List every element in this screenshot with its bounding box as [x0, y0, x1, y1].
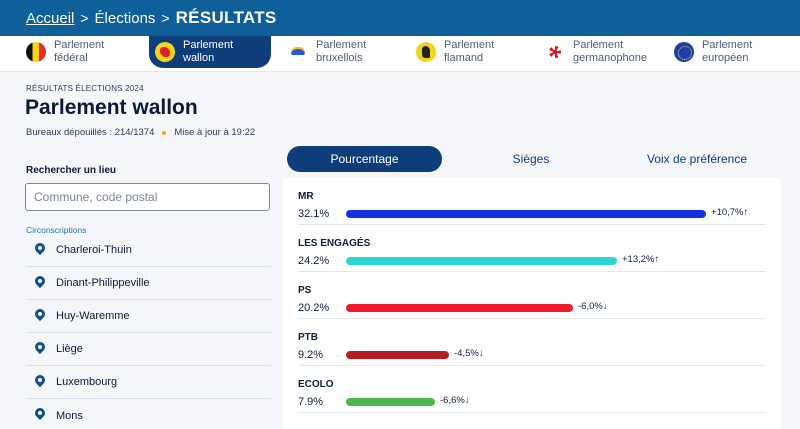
tab-label: Parlement européen — [702, 39, 753, 64]
party-row-les-engages[interactable]: LES ENGAGÉS 24.2% +13,2%↑ — [298, 225, 766, 272]
parliament-tabs: Parlement fédéral Parlement wallon Parle… — [0, 36, 800, 72]
breadcrumb: Accueil > Élections > RÉSULTATS — [26, 8, 277, 28]
party-percentage: 9.2% — [298, 349, 324, 361]
status-line: Bureaux dépouillés : 214/1374 Mise à jou… — [26, 127, 255, 138]
results-kicker: RÉSULTATS ÉLECTIONS 2024 — [26, 84, 144, 93]
breadcrumb-home-link[interactable]: Accueil — [26, 9, 75, 27]
party-percentage: 20.2% — [298, 302, 330, 314]
list-item[interactable]: Huy-Waremme — [26, 300, 271, 333]
breadcrumb-current: RÉSULTATS — [175, 8, 277, 27]
circonscriptions-list: Charleroi-Thuin Dinant-Philippeville Huy… — [26, 234, 271, 429]
party-bar — [346, 351, 449, 359]
tab-label: Parlement flamand — [444, 39, 495, 64]
tab-parlement-federal[interactable]: Parlement fédéral — [20, 36, 104, 68]
list-item[interactable]: Mons — [26, 399, 271, 429]
map-pin-icon — [34, 243, 46, 258]
list-item-label: Dinant-Philippeville — [56, 277, 150, 289]
list-item[interactable]: Liège — [26, 333, 271, 366]
tab-parlement-europeen[interactable]: Parlement européen — [668, 36, 752, 68]
tab-pourcentage[interactable]: Pourcentage — [287, 146, 442, 172]
map-pin-icon — [34, 375, 46, 390]
tab-parlement-bruxellois[interactable]: Parlement bruxellois — [282, 36, 366, 68]
german-community-icon — [545, 42, 565, 62]
tab-label: Parlement fédéral — [54, 39, 105, 64]
map-pin-icon — [34, 276, 46, 291]
arrow-up-icon: ↑ — [743, 207, 749, 218]
view-tabs: Pourcentage Sièges Voix de préférence — [287, 146, 780, 172]
belgium-flag-icon — [26, 42, 46, 62]
party-name: LES ENGAGÉS — [298, 238, 371, 249]
search-label: Rechercher un lieu — [26, 165, 117, 176]
party-bar — [346, 304, 573, 312]
update-time: Mise à jour à 19:22 — [174, 127, 256, 138]
party-delta: +10,7%↑ — [711, 207, 749, 218]
tab-label: Parlement germanophone — [573, 39, 648, 64]
party-percentage: 32.1% — [298, 208, 330, 220]
map-pin-icon — [34, 408, 46, 423]
party-percentage: 24.2% — [298, 255, 330, 267]
list-item[interactable]: Charleroi-Thuin — [26, 234, 271, 267]
chevron-right-icon: > — [161, 10, 170, 26]
party-name: PTB — [298, 332, 318, 343]
list-item-label: Luxembourg — [56, 376, 118, 388]
brussels-iris-icon — [288, 42, 308, 62]
circonscriptions-title: Circonscriptions — [26, 225, 87, 235]
map-pin-icon — [34, 309, 46, 324]
eu-stars-icon — [674, 42, 694, 62]
list-item-label: Charleroi-Thuin — [56, 244, 132, 256]
map-pin-icon — [34, 342, 46, 357]
party-name: PS — [298, 285, 312, 296]
tab-voix-de-preference[interactable]: Voix de préférence — [646, 152, 748, 166]
tab-parlement-wallon[interactable]: Parlement wallon — [149, 36, 271, 68]
list-item-label: Mons — [56, 409, 83, 422]
tab-parlement-germanophone[interactable]: Parlement germanophone — [539, 36, 647, 68]
party-bar — [346, 210, 706, 218]
party-bar — [346, 398, 435, 406]
arrow-up-icon: ↑ — [654, 254, 660, 265]
party-delta: +13,2%↑ — [622, 254, 660, 265]
dot-separator-icon — [162, 130, 167, 135]
flanders-lion-icon — [416, 42, 436, 62]
party-row-mr[interactable]: MR 32.1% +10,7%↑ — [298, 178, 766, 225]
party-name: MR — [298, 191, 314, 202]
party-row-ecolo[interactable]: ECOLO 7.9% -6,6%↓ — [298, 366, 766, 413]
party-percentage: 7.9% — [298, 396, 324, 408]
results-panel: MR 32.1% +10,7%↑ LES ENGAGÉS 24.2% +13,2… — [283, 178, 781, 429]
party-name: ECOLO — [298, 379, 334, 390]
tab-label: Parlement bruxellois — [316, 39, 367, 64]
party-delta: -4,5%↓ — [454, 348, 484, 359]
top-header: Accueil > Élections > RÉSULTATS — [0, 0, 800, 36]
bureaux-count: Bureaux dépouillés : 214/1374 — [26, 127, 155, 138]
arrow-down-icon: ↓ — [602, 301, 608, 312]
search-input[interactable] — [25, 183, 270, 211]
arrow-down-icon: ↓ — [464, 395, 470, 406]
chevron-right-icon: > — [80, 10, 89, 26]
party-row-ptb[interactable]: PTB 9.2% -4,5%↓ — [298, 319, 766, 366]
tab-label: Parlement wallon — [183, 39, 234, 64]
list-item-label: Huy-Waremme — [56, 310, 130, 322]
arrow-down-icon: ↓ — [478, 348, 484, 359]
list-item-label: Liège — [56, 343, 83, 355]
page-title: Parlement wallon — [25, 96, 198, 119]
party-delta: -6,0%↓ — [578, 301, 608, 312]
party-delta: -6,6%↓ — [440, 395, 470, 406]
wallonia-rooster-icon — [155, 42, 175, 62]
breadcrumb-elections-link[interactable]: Élections — [94, 9, 156, 27]
tab-sieges[interactable]: Sièges — [512, 152, 550, 166]
list-item[interactable]: Dinant-Philippeville — [26, 267, 271, 300]
list-item[interactable]: Luxembourg — [26, 366, 271, 399]
party-bar — [346, 257, 617, 265]
tab-parlement-flamand[interactable]: Parlement flamand — [410, 36, 494, 68]
party-row-ps[interactable]: PS 20.2% -6,0%↓ — [298, 272, 766, 319]
